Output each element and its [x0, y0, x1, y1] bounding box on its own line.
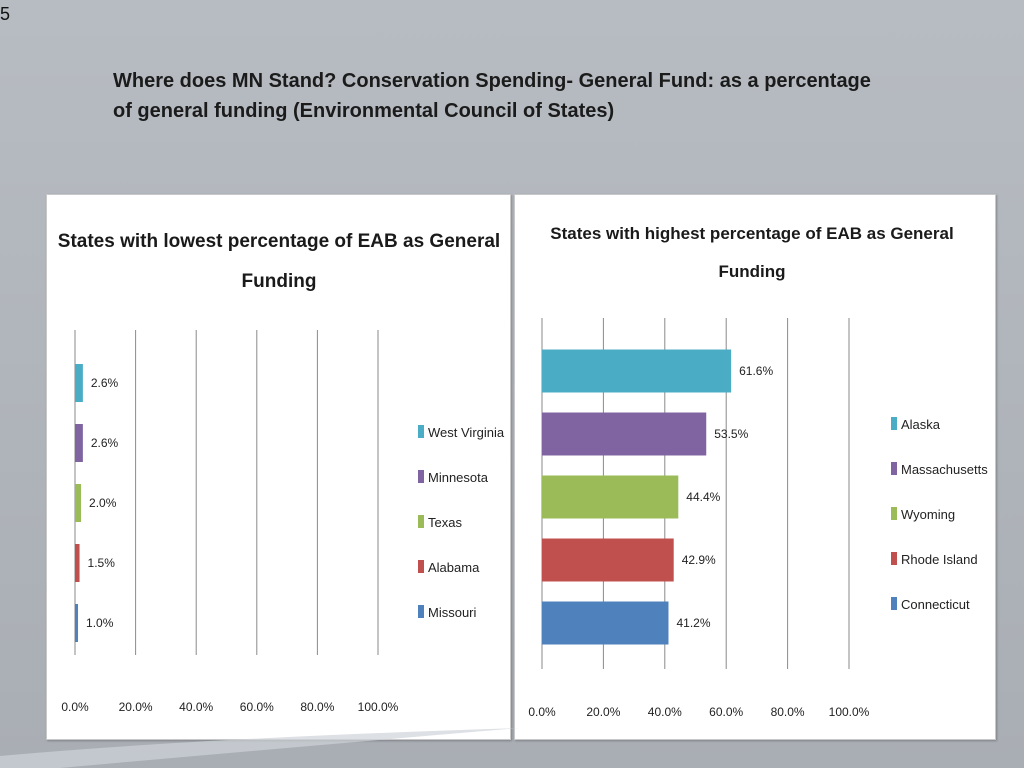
- legend-entry: Minnesota: [428, 470, 489, 485]
- legend-entry: Texas: [428, 515, 462, 530]
- x-tick-label: 100.0%: [829, 705, 870, 719]
- bar: [542, 601, 669, 645]
- chart-title-line: States with highest percentage of EAB as…: [550, 224, 953, 243]
- data-label: 2.6%: [91, 376, 119, 390]
- x-tick-label: 60.0%: [240, 700, 274, 714]
- bar: [75, 484, 82, 522]
- chart-title-line: Funding: [718, 262, 785, 281]
- bar: [542, 475, 679, 519]
- legend-swatch: [418, 560, 424, 573]
- legend-entry: West Virginia: [428, 425, 505, 440]
- legend-entry: Wyoming: [901, 507, 955, 522]
- x-tick-label: 40.0%: [648, 705, 682, 719]
- legend-entry: Massachusetts: [901, 462, 988, 477]
- legend-entry: Alabama: [428, 560, 480, 575]
- bar: [542, 349, 732, 393]
- data-label: 1.0%: [86, 616, 114, 630]
- x-tick-label: 0.0%: [528, 705, 556, 719]
- legend-swatch: [891, 507, 897, 520]
- legend-swatch: [891, 462, 897, 475]
- legend-swatch: [891, 417, 897, 430]
- legend-swatch: [418, 515, 424, 528]
- legend-swatch: [418, 605, 424, 618]
- x-tick-label: 20.0%: [586, 705, 620, 719]
- slide-number: 5: [0, 4, 11, 24]
- legend-swatch: [891, 597, 897, 610]
- bar: [75, 364, 83, 402]
- x-tick-label: 80.0%: [300, 700, 334, 714]
- decorative-swoosh: [0, 728, 520, 768]
- legend-swatch: [891, 552, 897, 565]
- x-tick-label: 60.0%: [709, 705, 743, 719]
- highest-eab-chart: States with highest percentage of EAB as…: [528, 224, 988, 719]
- data-label: 61.6%: [739, 364, 773, 378]
- data-label: 1.5%: [88, 556, 116, 570]
- x-tick-label: 100.0%: [358, 700, 399, 714]
- x-tick-label: 80.0%: [771, 705, 805, 719]
- x-tick-label: 40.0%: [179, 700, 213, 714]
- lowest-eab-chart: States with lowest percentage of EAB as …: [58, 231, 505, 714]
- bar: [75, 544, 80, 582]
- data-label: 44.4%: [686, 490, 720, 504]
- bar: [75, 604, 79, 642]
- legend-entry: Alaska: [901, 417, 941, 432]
- slide-title: Where does MN Stand? Conservation Spendi…: [113, 70, 871, 122]
- highest-chart-panel: States with highest percentage of EAB as…: [514, 194, 996, 740]
- bar: [75, 424, 83, 462]
- data-label: 41.2%: [676, 616, 710, 630]
- data-label: 53.5%: [714, 427, 748, 441]
- data-label: 42.9%: [682, 553, 716, 567]
- chart-title-line: States with lowest percentage of EAB as …: [58, 231, 500, 252]
- bar: [542, 538, 674, 582]
- data-label: 2.0%: [89, 496, 117, 510]
- x-tick-label: 0.0%: [61, 700, 89, 714]
- legend-entry: Connecticut: [901, 597, 970, 612]
- legend-entry: Rhode Island: [901, 552, 978, 567]
- legend-swatch: [418, 470, 424, 483]
- chart-title-line: Funding: [242, 271, 317, 292]
- legend-entry: Missouri: [428, 605, 477, 620]
- bar: [542, 412, 707, 456]
- data-label: 2.6%: [91, 436, 119, 450]
- lowest-chart-panel: States with lowest percentage of EAB as …: [46, 194, 511, 740]
- legend-swatch: [418, 425, 424, 438]
- x-tick-label: 20.0%: [119, 700, 153, 714]
